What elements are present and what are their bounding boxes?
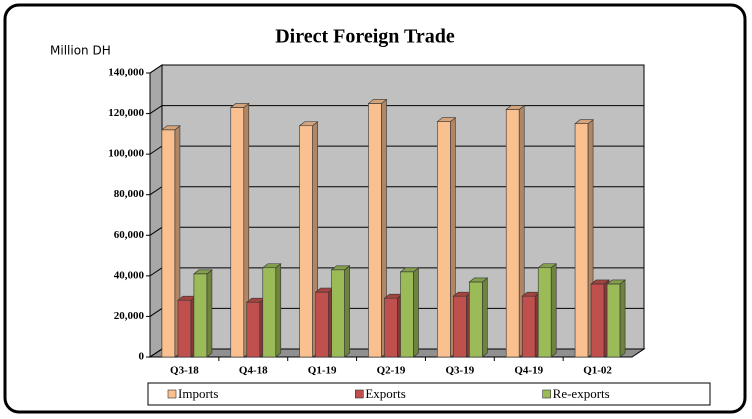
bar [590,279,610,358]
bar [177,295,197,358]
x-tick-label: Q1-19 [308,365,337,377]
bar [383,293,404,358]
grid-line [149,64,644,74]
bar-front [606,283,621,358]
bar-front [437,121,451,358]
x-tick-label: Q2-19 [377,365,406,377]
x-tick-label: Q4-18 [239,365,268,377]
legend-label: Re-exports [553,386,610,401]
bar-top [399,267,420,273]
y-tick-label: 100,000 [108,148,144,160]
bar-front [537,267,552,358]
bar [468,277,489,358]
bar-top [606,279,626,285]
bar-top [590,279,610,285]
bar [436,117,457,358]
bar-top [468,277,489,283]
legend-swatch [355,389,364,399]
bar-front [505,109,520,358]
bar-front [246,301,261,358]
side-wall [149,64,163,358]
bar-front [400,271,414,358]
bar-front [315,291,329,358]
bar [161,125,181,358]
bar [521,291,542,358]
legend-label: Imports [178,386,218,401]
legend-box [147,382,711,406]
bar-front [299,125,313,358]
chart-title: Direct Foreign Trade [275,26,455,48]
bar-front [469,281,483,358]
bar-side [482,277,488,358]
y-tick-label: 120,000 [108,107,144,119]
legend-swatch [167,389,177,399]
bar-side [344,265,350,358]
bar [537,263,558,358]
bar [574,119,594,358]
bar-front [521,295,536,358]
bar-top [367,99,388,104]
x-tick-label: Q4-19 [514,365,543,377]
bar-top [298,121,319,127]
bar-front [230,107,245,358]
y-tick-label: 60,000 [114,229,145,241]
bar [606,279,626,358]
y-tick-label: 140,000 [108,67,144,79]
bar-top [436,117,457,122]
bar-front [331,269,345,358]
bar-top [161,125,181,131]
bar [245,297,266,358]
bar [399,267,420,358]
bar-top [574,119,594,125]
bar-side [550,263,557,358]
bar-front [590,283,605,358]
x-tick-label: Q3-18 [170,365,199,377]
bar-front [574,123,589,358]
bar [193,269,213,358]
bar [367,98,388,358]
bar-front [161,129,176,358]
bar-front [453,295,467,358]
y-tick-label: 20,000 [114,310,145,322]
bar [261,263,282,358]
bar-side [619,279,626,358]
legend-swatch [542,389,551,399]
x-tick-label: Q1-02 [583,365,612,377]
bar-top [261,263,282,269]
bar-top [193,269,213,275]
bar-front [384,297,398,358]
bar [452,291,473,358]
grid-line [149,105,644,114]
bar [229,102,250,358]
y-tick-label: 80,000 [114,188,145,200]
bar-front [177,299,192,358]
y-tick-label: 40,000 [114,269,145,281]
y-axis-label: Million DH [50,44,111,58]
bar [505,104,526,358]
bar-top [505,105,526,110]
bar-top [537,263,558,269]
bar [314,287,335,358]
bar-front [368,103,382,358]
bar-front [193,273,208,358]
x-tick-label: Q3-19 [445,365,474,377]
bar-top [330,265,351,271]
y-tick-label: 0 [139,351,145,363]
bar [330,265,351,358]
bar-front [262,267,277,358]
legend-label: Exports [365,386,405,401]
bar-side [206,269,213,358]
bar-side [413,267,419,358]
bar-side [275,263,282,358]
bar-top [229,103,250,108]
bar [298,121,319,358]
